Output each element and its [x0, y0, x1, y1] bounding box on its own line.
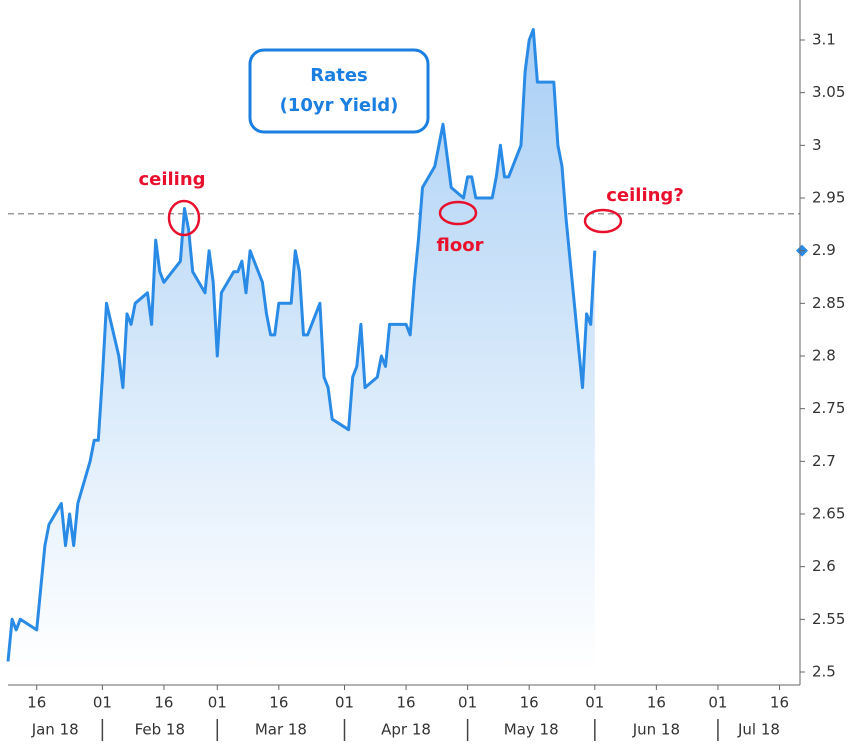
- y-tick-label: 2.7: [812, 452, 836, 470]
- x-tick-label: 16: [154, 694, 173, 712]
- x-tick-label: 16: [27, 694, 46, 712]
- month-label: Jun 18: [632, 721, 680, 739]
- y-tick-label: 3.1: [812, 31, 836, 49]
- y-tick-label: 2.8: [812, 347, 836, 365]
- y-tick-label: 2.85: [812, 294, 845, 312]
- y-tick-label: 2.65: [812, 505, 845, 523]
- x-tick-label: 01: [708, 694, 727, 712]
- x-tick-label: 01: [458, 694, 477, 712]
- annotation-circle: [438, 200, 478, 226]
- title-box: [248, 48, 430, 134]
- x-tick-label: 16: [647, 694, 666, 712]
- y-tick-label: 2.95: [812, 189, 845, 207]
- annotation: ceiling: [138, 169, 205, 190]
- chart-subtitle: (10yr Yield): [280, 95, 399, 116]
- annotation: ceiling?: [606, 185, 684, 206]
- y-tick-label: 2.55: [812, 610, 845, 628]
- annotation: floor: [437, 235, 484, 256]
- y-tick-label: 2.6: [812, 557, 836, 575]
- month-label: Apr 18: [381, 721, 431, 739]
- y-tick-label: 3.05: [812, 83, 845, 101]
- x-tick-label: 01: [585, 694, 604, 712]
- y-tick-label: 2.75: [812, 399, 845, 417]
- y-tick-label: 3: [812, 136, 822, 154]
- month-label: Jul 18: [737, 721, 780, 739]
- x-tick-label: 16: [269, 694, 288, 712]
- x-tick-label: 16: [520, 694, 539, 712]
- month-label: Feb 18: [135, 721, 185, 739]
- month-label: Jan 18: [31, 721, 79, 739]
- month-label: Mar 18: [255, 721, 307, 739]
- x-tick-label: 16: [770, 694, 789, 712]
- x-tick-label: 16: [397, 694, 416, 712]
- y-tick-label: 2.9: [812, 241, 836, 259]
- annotation-circle: [583, 208, 623, 234]
- annotation-circle: [167, 199, 201, 237]
- x-tick-label: 01: [208, 694, 227, 712]
- chart-title: Rates: [310, 65, 368, 86]
- y-tick-label: 2.5: [812, 663, 836, 681]
- month-label: May 18: [504, 721, 559, 739]
- x-tick-label: 01: [335, 694, 354, 712]
- x-tick-label: 01: [93, 694, 112, 712]
- line: [6, 28, 597, 662]
- area: [8, 29, 595, 672]
